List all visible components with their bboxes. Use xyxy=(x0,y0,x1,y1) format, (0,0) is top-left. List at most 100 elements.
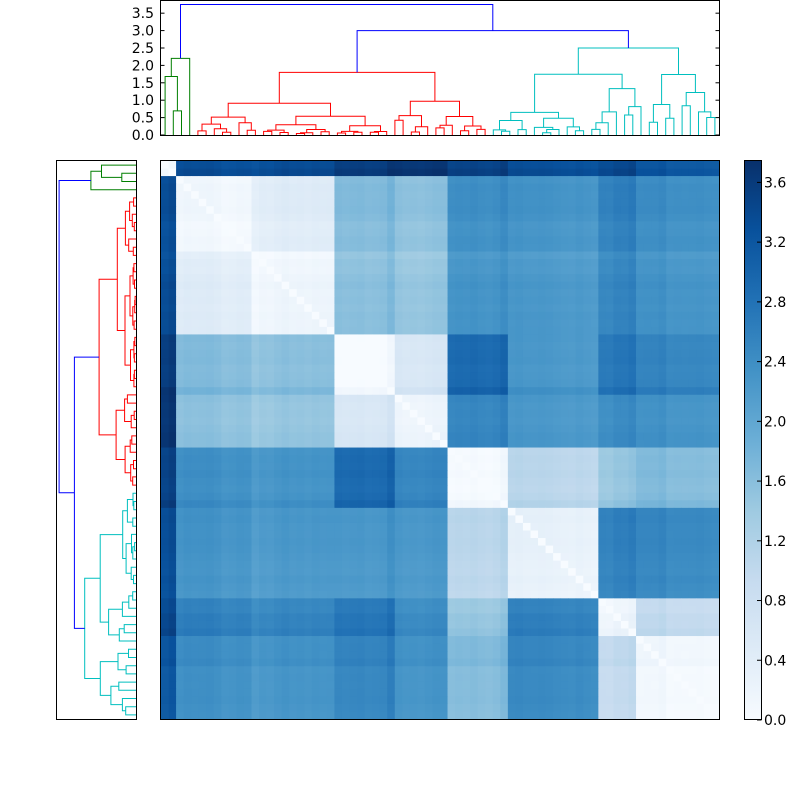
heatmap-cell xyxy=(183,311,192,320)
heatmap-cell xyxy=(198,470,207,479)
heatmap-cell xyxy=(440,620,448,629)
heatmap-cell xyxy=(462,485,471,494)
heatmap-cell xyxy=(213,251,222,260)
heatmap-cell xyxy=(236,334,245,343)
heatmap-cell xyxy=(259,334,267,343)
heatmap-cell xyxy=(703,583,712,592)
heatmap-cell xyxy=(379,424,388,433)
heatmap-cell xyxy=(191,470,200,479)
heatmap-cell xyxy=(191,206,200,215)
heatmap-cell xyxy=(470,341,479,350)
heatmap-cell xyxy=(470,191,479,200)
heatmap-cell xyxy=(259,191,267,200)
heatmap-cell xyxy=(522,176,531,185)
heatmap-cell xyxy=(711,349,720,358)
heatmap-cell xyxy=(221,274,230,283)
heatmap-cell xyxy=(394,447,403,456)
heatmap-cell xyxy=(402,341,411,350)
heatmap-cell xyxy=(643,176,652,185)
heatmap-cell xyxy=(545,304,554,313)
heatmap-cell xyxy=(538,334,546,343)
dendrogram-link xyxy=(125,543,132,574)
heatmap-cell xyxy=(409,507,418,516)
heatmap-cell xyxy=(357,538,365,546)
heatmap-cell xyxy=(251,485,260,494)
heatmap-cell xyxy=(628,161,637,169)
heatmap-cell xyxy=(274,379,283,388)
heatmap-cell xyxy=(492,281,501,290)
heatmap-cell xyxy=(409,379,418,388)
heatmap-cell xyxy=(447,161,456,169)
heatmap-cell xyxy=(605,281,614,290)
heatmap-cell xyxy=(402,538,411,546)
heatmap-cell xyxy=(243,281,252,290)
heatmap-cell xyxy=(598,409,607,418)
heatmap-cell xyxy=(198,183,207,192)
heatmap-cell xyxy=(500,583,509,592)
heatmap-cell xyxy=(266,455,275,464)
heatmap-cell xyxy=(289,470,298,479)
heatmap-cell xyxy=(191,455,200,464)
heatmap-cell xyxy=(311,281,320,290)
heatmap-cell xyxy=(326,387,335,396)
heatmap-cell xyxy=(590,538,599,546)
heatmap-cell xyxy=(251,379,260,388)
heatmap-cell xyxy=(319,485,328,494)
heatmap-cell xyxy=(304,387,313,396)
heatmap-cell xyxy=(402,560,411,569)
heatmap-cell xyxy=(470,251,479,260)
heatmap-cell xyxy=(455,213,464,222)
heatmap-cell xyxy=(620,477,629,486)
heatmap-cell xyxy=(485,613,494,622)
heatmap-cell xyxy=(259,161,267,169)
heatmap-cell xyxy=(379,553,388,562)
heatmap-cell xyxy=(568,424,577,433)
distance-heatmap xyxy=(160,160,720,720)
heatmap-cell xyxy=(620,266,629,275)
heatmap-cell xyxy=(168,168,177,177)
heatmap-cell xyxy=(289,251,298,260)
heatmap-cell xyxy=(168,605,177,614)
heatmap-cell xyxy=(326,176,335,185)
heatmap-cell xyxy=(228,387,237,396)
heatmap-cell xyxy=(349,213,358,222)
dendrogram-link xyxy=(131,533,136,554)
heatmap-cell xyxy=(432,507,441,516)
heatmap-cell xyxy=(213,206,222,215)
heatmap-cell xyxy=(643,387,652,396)
heatmap-cell xyxy=(402,213,411,222)
heatmap-cell xyxy=(636,251,644,260)
heatmap-cell xyxy=(711,228,720,237)
heatmap-cell xyxy=(470,455,479,464)
heatmap-cell xyxy=(236,583,245,592)
heatmap-cell xyxy=(304,553,313,562)
heatmap-cell xyxy=(590,334,599,343)
heatmap-cell xyxy=(590,364,599,373)
heatmap-cell xyxy=(530,417,539,426)
heatmap-cell xyxy=(161,176,169,185)
heatmap-cell xyxy=(507,470,516,479)
heatmap-cell xyxy=(296,289,305,298)
heatmap-cell xyxy=(515,296,524,305)
heatmap-cell xyxy=(605,583,614,592)
heatmap-cell xyxy=(538,583,546,592)
heatmap-cell xyxy=(462,379,471,388)
dendrogram-link xyxy=(116,227,126,331)
heatmap-cell xyxy=(259,470,267,479)
heatmap-cell xyxy=(176,447,185,456)
heatmap-cell xyxy=(387,530,396,539)
heatmap-cell xyxy=(394,311,403,320)
heatmap-cell xyxy=(553,530,562,539)
heatmap-cell xyxy=(281,590,290,599)
heatmap-cell xyxy=(379,628,388,637)
heatmap-cell xyxy=(304,477,313,486)
heatmap-cell xyxy=(575,522,584,531)
heatmap-cell xyxy=(590,176,599,185)
heatmap-cell xyxy=(402,251,411,260)
dendrogram-link xyxy=(125,706,136,716)
heatmap-cell xyxy=(620,530,629,539)
heatmap-cell xyxy=(432,341,441,350)
heatmap-cell xyxy=(507,560,516,569)
heatmap-cell xyxy=(583,620,592,629)
heatmap-cell xyxy=(485,236,494,245)
